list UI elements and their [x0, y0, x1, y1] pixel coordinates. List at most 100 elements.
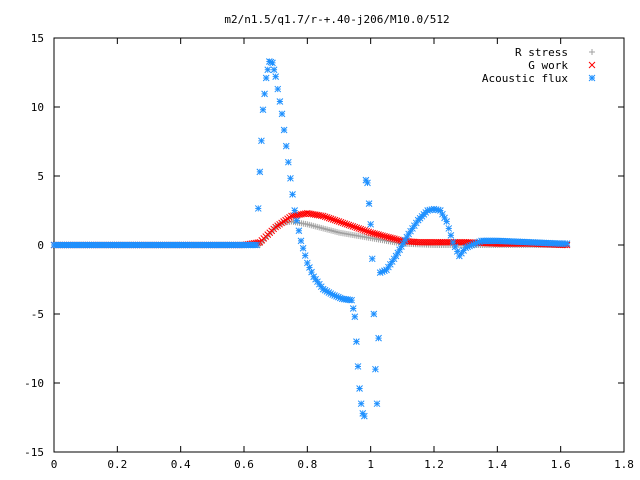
data-point — [327, 215, 335, 223]
legend-marker — [588, 61, 596, 69]
chart-title: m2/n1.5/q1.7/r-+.40-j206/M10.0/512 — [224, 13, 449, 26]
x-axis: 0 0.2 0.4 0.6 0.8 1 1.2 1.4 1.6 1.8 — [51, 38, 634, 471]
data-point — [363, 227, 371, 235]
data-point — [259, 106, 267, 114]
data-point — [395, 236, 402, 244]
data-point — [353, 338, 360, 345]
data-point — [365, 228, 373, 236]
y-tick-label: -15 — [24, 446, 44, 459]
y-tick-label: 5 — [37, 170, 44, 183]
data-point — [383, 233, 390, 241]
data-point — [308, 268, 315, 276]
x-tick-label: 1 — [367, 458, 374, 471]
data-point — [361, 227, 369, 234]
data-point — [291, 207, 299, 214]
y-axis: -15 -10 -5 0 5 10 15 — [24, 32, 624, 459]
data-point — [293, 217, 301, 224]
data-point — [371, 230, 378, 237]
data-point — [370, 310, 378, 318]
legend-marker — [589, 49, 595, 55]
data-point — [373, 230, 380, 238]
data-point — [274, 85, 282, 93]
data-point — [325, 214, 333, 222]
data-point — [272, 73, 280, 80]
data-point — [323, 214, 331, 221]
data-point — [256, 168, 264, 176]
data-point — [377, 231, 384, 239]
data-point — [270, 66, 278, 74]
data-point — [337, 218, 345, 226]
data-point — [375, 231, 382, 239]
x-tick-label: 1.6 — [551, 458, 571, 471]
data-point — [262, 74, 270, 82]
data-point — [253, 241, 261, 249]
x-tick-label: 0.8 — [297, 458, 317, 471]
data-point — [367, 220, 375, 228]
x-tick-label: 1.8 — [614, 458, 634, 471]
data-point — [443, 218, 451, 225]
data-point — [261, 90, 268, 98]
y-tick-label: 15 — [31, 32, 44, 45]
data-point — [254, 205, 262, 212]
data-point — [379, 232, 386, 240]
data-point — [447, 231, 455, 239]
x-tick-label: 0.4 — [171, 458, 191, 471]
x-tick-label: 1.2 — [424, 458, 444, 471]
data-point — [339, 219, 347, 227]
data-point — [276, 98, 284, 105]
data-point — [356, 385, 363, 392]
data-point — [357, 400, 365, 408]
x-tick-label: 1.4 — [487, 458, 507, 471]
data-point — [360, 412, 368, 420]
data-point — [351, 313, 359, 321]
legend-marker — [588, 74, 596, 82]
data-point — [373, 400, 381, 408]
data-point — [317, 212, 325, 220]
data-point — [284, 158, 292, 166]
data-point — [381, 232, 388, 240]
data-point — [351, 223, 359, 231]
data-point — [335, 218, 343, 225]
data-point — [367, 229, 375, 236]
y-tick-label: -10 — [24, 377, 44, 390]
data-point — [258, 137, 265, 145]
x-tick-label: 0.2 — [107, 458, 127, 471]
data-point — [321, 213, 329, 221]
y-tick-label: 10 — [31, 101, 44, 114]
legend-label: G work — [528, 59, 568, 72]
data-point — [372, 365, 379, 373]
data-point — [365, 200, 373, 207]
data-point — [353, 224, 361, 232]
x-tick-label: 0.6 — [234, 458, 254, 471]
y-tick-label: -5 — [31, 308, 44, 321]
data-point — [389, 234, 396, 242]
data-point — [331, 216, 339, 224]
data-point — [319, 212, 327, 220]
data-point — [385, 233, 392, 241]
data-point — [295, 227, 303, 235]
series-acoustic-flux — [50, 58, 571, 420]
data-point — [369, 229, 376, 237]
data-point — [289, 191, 296, 198]
data-point — [282, 142, 290, 150]
data-point — [345, 221, 353, 229]
legend-label: Acoustic flux — [482, 72, 568, 85]
data-point — [269, 59, 276, 67]
data-point — [391, 235, 398, 243]
data-point — [264, 66, 272, 74]
data-point — [333, 217, 341, 225]
data-point — [355, 225, 363, 232]
data-point — [299, 244, 307, 252]
data-point — [301, 252, 309, 259]
data-point — [387, 234, 394, 242]
data-point — [329, 216, 337, 223]
data-point — [287, 174, 294, 182]
data-point — [375, 334, 382, 342]
x-tick-label: 0 — [51, 458, 58, 471]
data-point — [343, 220, 351, 228]
data-point — [347, 222, 355, 230]
legend-label: R stress — [515, 46, 568, 59]
data-point — [364, 179, 371, 187]
